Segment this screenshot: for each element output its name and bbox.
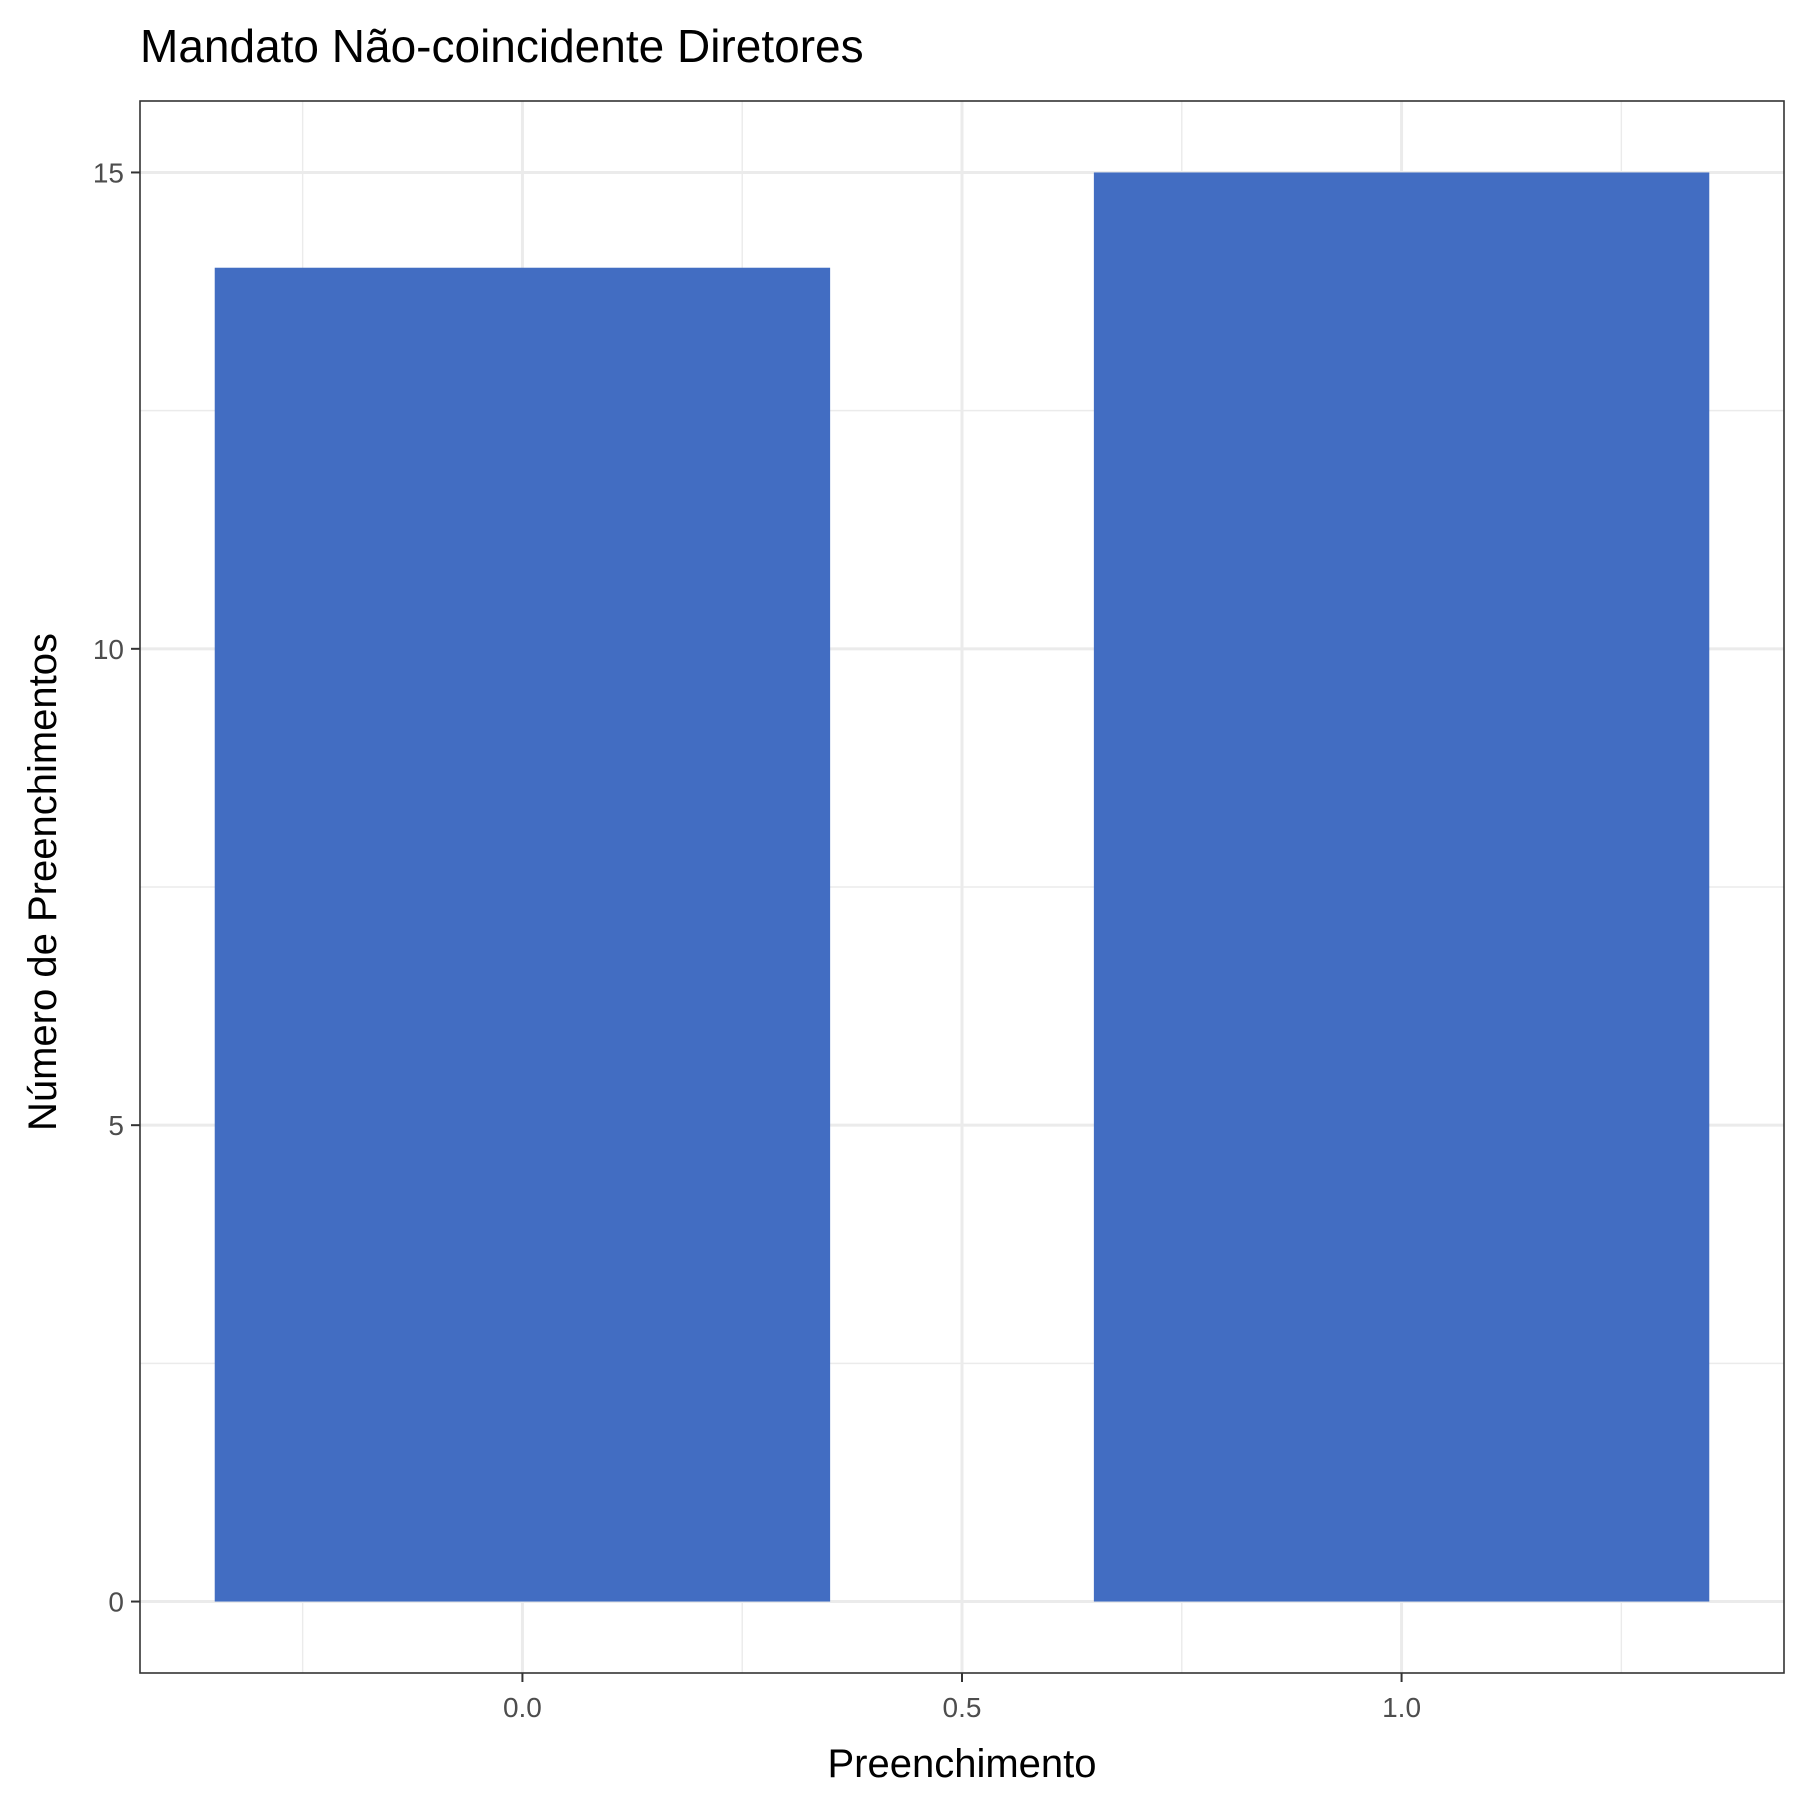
- y-tick-label: 0: [108, 1587, 124, 1618]
- y-tick-label: 10: [93, 634, 124, 665]
- bar-0.0: [214, 267, 831, 1602]
- chart-title: Mandato Não-coincidente Diretores: [140, 20, 864, 72]
- x-axis-title: Preenchimento: [827, 1742, 1096, 1786]
- x-tick-label: 0.0: [503, 1692, 542, 1723]
- bars: [214, 172, 1710, 1602]
- bar-1.0: [1093, 172, 1710, 1602]
- y-axis-title: Número de Preenchimentos: [21, 633, 65, 1131]
- y-tick-label: 15: [93, 157, 124, 188]
- x-tick-label: 1.0: [1382, 1692, 1421, 1723]
- axes: 0.0 0.5 1.0 0 5 10 15: [93, 157, 1421, 1723]
- x-tick-label: 0.5: [943, 1692, 982, 1723]
- y-tick-label: 5: [108, 1110, 124, 1141]
